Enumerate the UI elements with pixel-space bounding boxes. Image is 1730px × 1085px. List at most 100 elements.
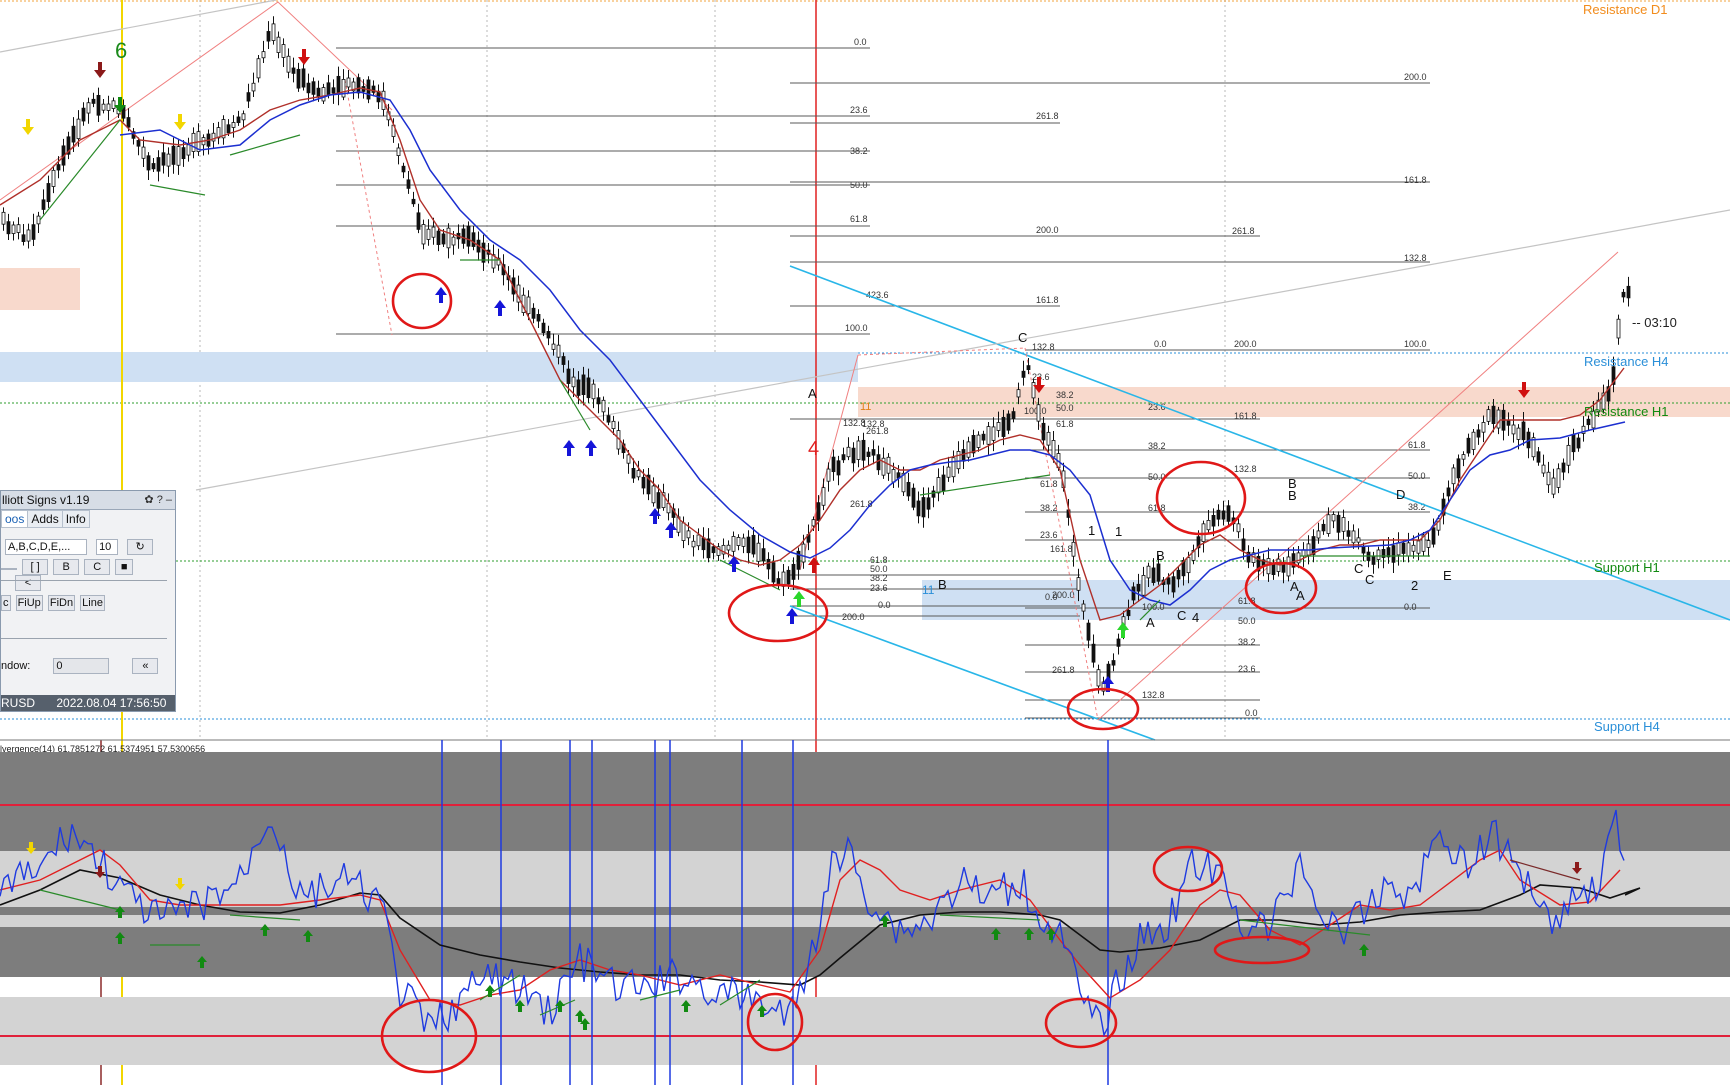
candle-body	[311, 81, 316, 95]
candle-body	[146, 155, 151, 171]
candle-body	[1531, 437, 1536, 458]
label-button-brackets[interactable]: [ ]	[22, 559, 49, 575]
candle-body	[1126, 609, 1131, 617]
svg-text:423.6: 423.6	[866, 290, 889, 300]
tab-info[interactable]: Info	[61, 510, 90, 528]
candle-body	[931, 490, 936, 498]
reset-button[interactable]: ↻	[127, 539, 154, 555]
svg-text:38.2: 38.2	[1148, 441, 1166, 451]
candle-body	[446, 227, 451, 249]
candle-body	[1111, 660, 1116, 666]
back-button[interactable]: <	[15, 575, 41, 591]
wave-label-c3: C	[1354, 561, 1363, 576]
svg-text:132.8: 132.8	[1032, 342, 1055, 352]
candle-body	[301, 68, 306, 88]
tab-oos[interactable]: oos	[1, 510, 29, 528]
green-up-arrow-icon	[991, 928, 1001, 940]
candle-body	[1011, 411, 1016, 419]
osc-band-mid	[0, 907, 1730, 915]
panel-tabs: oos Adds Info	[1, 510, 90, 528]
panel-titlebar[interactable]: lliott Signs v1.19 ✿ ? –	[1, 491, 175, 510]
collapse-button[interactable]: «	[132, 658, 159, 674]
candle-body	[831, 456, 836, 473]
candle-body	[241, 113, 246, 121]
fib-up-button[interactable]: FiUp	[15, 595, 43, 611]
depth-input[interactable]: 10	[96, 539, 119, 555]
color-button[interactable]: ■	[115, 559, 134, 575]
wave-label-bb2: B	[1288, 488, 1297, 503]
wave-label-4-mid: 4	[1192, 610, 1199, 625]
candle-body	[591, 383, 596, 400]
candle-body	[306, 82, 311, 94]
up-arrow-icon	[494, 300, 506, 316]
candle-body	[441, 233, 446, 245]
candle-body	[1521, 421, 1526, 441]
green-up-arrow-icon	[575, 1010, 585, 1022]
candle-body	[561, 356, 566, 365]
candle-body	[626, 454, 631, 464]
candle-body	[1456, 458, 1461, 479]
candle-body	[641, 476, 646, 489]
candle-body	[1031, 382, 1036, 399]
svg-text:261.8: 261.8	[1232, 226, 1255, 236]
candle-body	[56, 164, 61, 171]
candle-body	[1601, 392, 1606, 410]
candle-body	[1626, 285, 1631, 299]
candle-body	[216, 127, 221, 139]
fib-c-button[interactable]: c	[1, 595, 11, 611]
long-trend-lines	[0, 0, 1730, 491]
candle-body	[1216, 509, 1221, 520]
candle-body	[901, 472, 906, 493]
tab-adds[interactable]: Adds	[27, 510, 63, 528]
candle-body	[1146, 565, 1151, 579]
fib-line-button[interactable]: Line	[80, 595, 105, 611]
support-h4-label: Support H4	[1594, 719, 1660, 734]
label-button-0[interactable]	[1, 568, 17, 570]
svg-text:61.8: 61.8	[1408, 440, 1426, 450]
svg-text:261.8: 261.8	[1036, 111, 1059, 121]
candle-body	[1186, 557, 1191, 574]
fib-down-button[interactable]: FiDn	[47, 595, 76, 611]
candle-body	[1451, 467, 1456, 485]
candle-body	[721, 544, 726, 555]
candle-body	[1591, 410, 1596, 429]
yellow-down-arrow-icon	[174, 114, 186, 130]
osc-arrows	[26, 842, 1582, 1030]
candle-body	[1371, 556, 1376, 565]
candle-body	[21, 234, 26, 242]
wave-label-a-mid: A	[1146, 615, 1155, 630]
candle-body	[266, 31, 271, 42]
candle-body	[541, 322, 546, 334]
label-button-c[interactable]: C	[84, 559, 111, 575]
candle-body	[471, 232, 476, 247]
window-input[interactable]: 0	[53, 658, 110, 674]
candle-body	[731, 536, 736, 552]
candle-body	[1606, 386, 1611, 402]
osc-red-line	[0, 849, 1621, 1006]
divergence-vlines	[441, 740, 1109, 1085]
green-up-arrow-icon	[1046, 928, 1056, 940]
candle-body	[861, 439, 866, 461]
elliott-signs-panel[interactable]: lliott Signs v1.19 ✿ ? – oos Adds Info A,B…	[0, 490, 176, 712]
candle-body	[156, 157, 161, 172]
resistance-d1-label: Resistance D1	[1583, 2, 1668, 17]
indicator-label: lvergence(14) 61.7851272 61.5374951 57.5…	[0, 744, 205, 754]
up-arrow-icon	[563, 440, 575, 456]
label-button-b[interactable]: B	[53, 559, 80, 575]
window-label: ndow:	[1, 660, 31, 672]
candle-body	[86, 102, 91, 114]
candle-body	[696, 534, 701, 547]
fib-levels-right	[790, 82, 1430, 719]
candle-body	[1446, 487, 1451, 497]
svg-text:0.0: 0.0	[1404, 602, 1417, 612]
svg-text:38.2: 38.2	[1056, 390, 1074, 400]
brown-down-arrow-icon	[95, 866, 105, 878]
wave-label-c-top: C	[1018, 330, 1027, 345]
candle-body	[246, 92, 251, 102]
panel-title: lliott Signs v1.19	[2, 493, 90, 507]
panel-window-controls[interactable]: ✿ ? –	[144, 494, 172, 506]
candle-body	[586, 377, 591, 399]
wave-label-4: 4	[808, 438, 819, 460]
wave-mode-select[interactable]: A,B,C,D,E,...	[5, 539, 87, 555]
